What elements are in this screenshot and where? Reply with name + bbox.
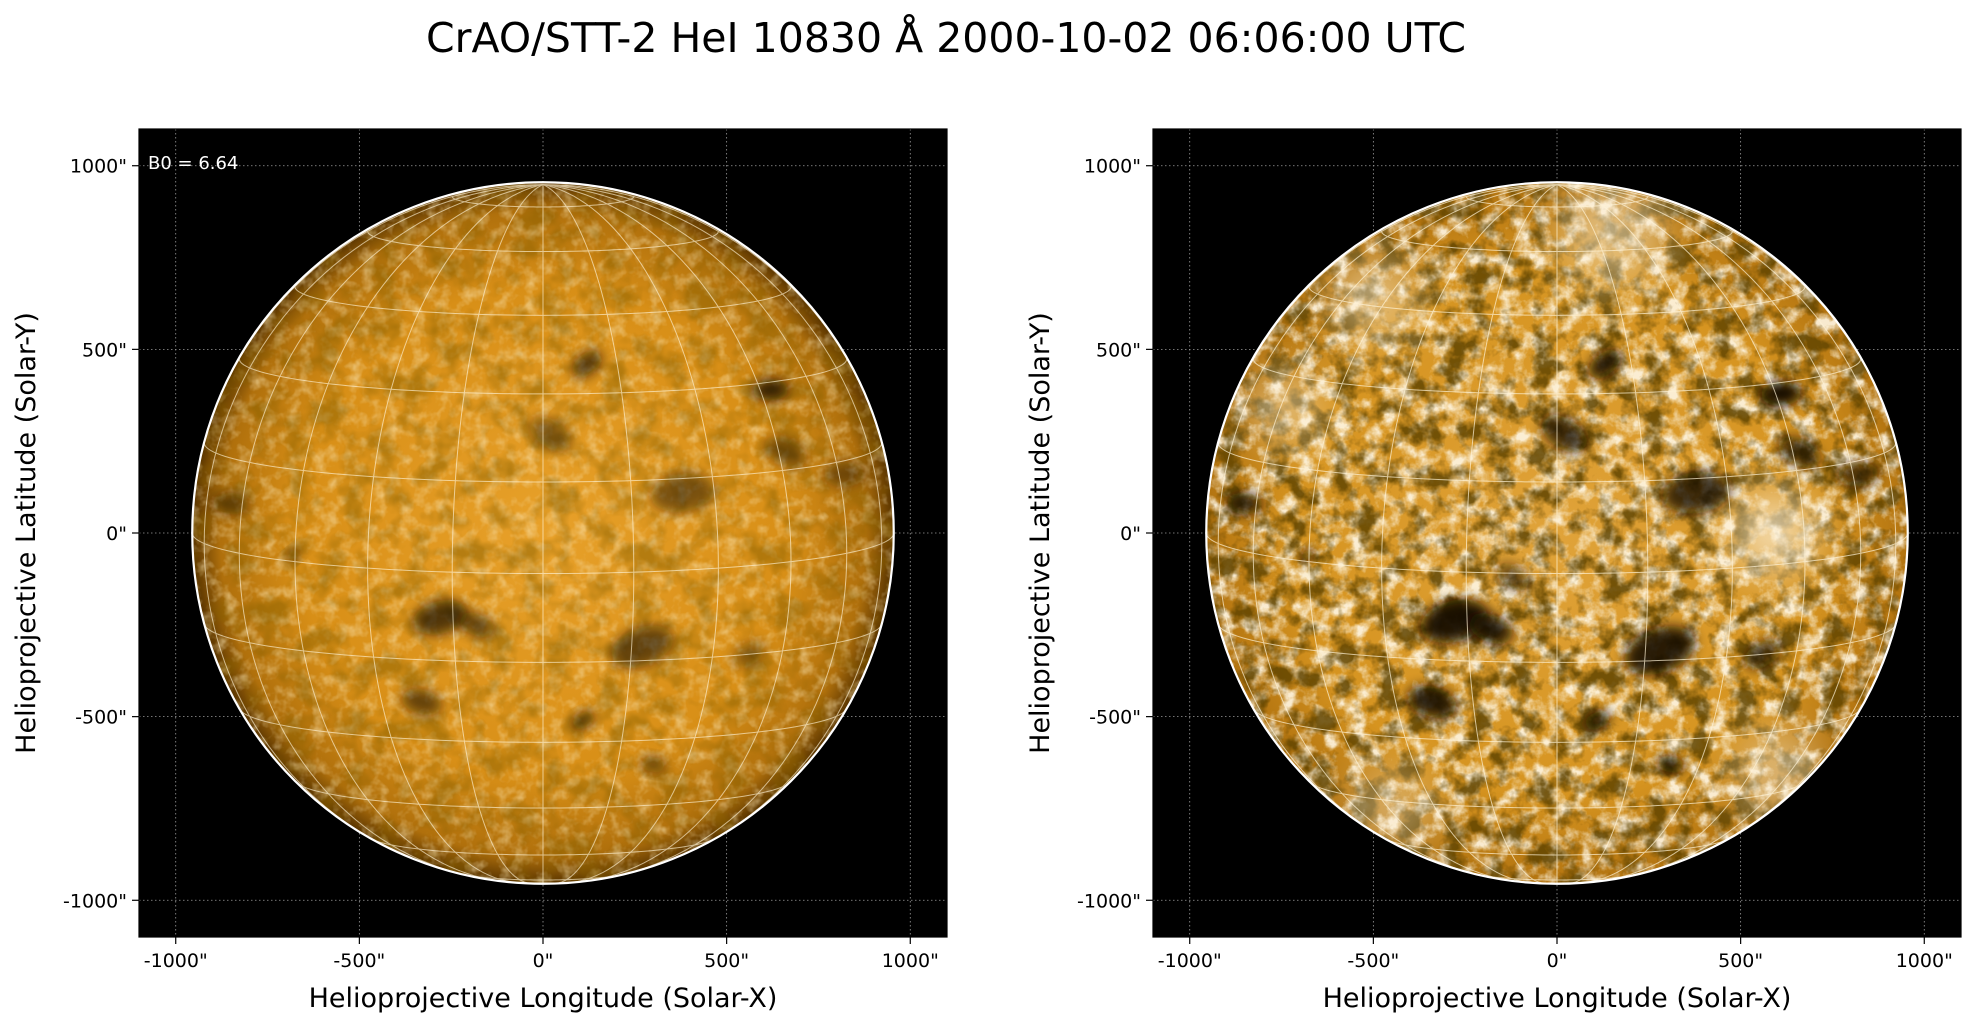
dark-feature xyxy=(1584,710,1611,730)
grid-line xyxy=(367,184,544,884)
dark-feature xyxy=(1837,461,1879,487)
left-panel: -1000" -500" 0" 500" 1000" -1000" -500" 0" 500" 1… xyxy=(11,128,948,1014)
b0-annotation: B0 = 6.64 xyxy=(148,153,238,174)
bright-region xyxy=(1560,182,1664,284)
grid-line xyxy=(1217,184,1558,852)
grid-line xyxy=(1556,184,1897,852)
bright-region xyxy=(1332,257,1414,339)
grid-line xyxy=(1556,184,1806,882)
dark-feature xyxy=(1662,471,1731,514)
grid-line xyxy=(542,184,883,852)
solar-limb xyxy=(191,181,895,885)
x-tick-label: 1000" xyxy=(882,950,939,972)
grid-line xyxy=(542,184,635,884)
heliographic-grid xyxy=(1205,184,1909,884)
dark-feature xyxy=(572,350,603,378)
axis-ticks: -1000" -500" 0" 500" 1000" -1000" -500" 0" 500" 1… xyxy=(1077,156,1953,972)
dark-feature xyxy=(571,711,596,730)
x-tick-label: 0" xyxy=(533,950,554,972)
dark-feature xyxy=(1299,547,1316,563)
x-tick-label: -500" xyxy=(333,950,385,972)
grid-line xyxy=(238,184,544,877)
grid-line xyxy=(294,184,544,882)
right-panel: -1000" -500" 0" 500" 1000" -1000" -500" 0" 500" 1… xyxy=(1025,128,1962,1014)
dark-feature xyxy=(212,492,250,515)
x-tick-label: 1000" xyxy=(1896,950,1953,972)
x-tick-label: 500" xyxy=(1718,950,1763,972)
y-axis-label: Helioprojective Latitude (Solar-Y) xyxy=(1025,312,1056,754)
x-tick-label: -500" xyxy=(1347,950,1399,972)
bright-region xyxy=(1733,492,1815,574)
y-tick-label: 1000" xyxy=(1084,156,1141,178)
dark-feature xyxy=(1657,755,1685,773)
dark-feature xyxy=(1624,626,1696,675)
grid-line xyxy=(542,184,848,877)
y-tick-label: 0" xyxy=(106,523,127,545)
y-tick-label: -1000" xyxy=(1077,890,1141,912)
y-tick-label: -1000" xyxy=(63,890,127,912)
dark-feature xyxy=(1420,599,1488,644)
dark-feature xyxy=(611,625,673,669)
grid-line xyxy=(1465,184,1558,884)
dark-feature xyxy=(1778,435,1821,469)
grid-line xyxy=(203,184,544,852)
dark-feature xyxy=(401,688,442,716)
dark-feature xyxy=(1407,685,1457,719)
dark-feature xyxy=(650,472,715,513)
x-tick-label: 0" xyxy=(1547,950,1568,972)
grid-line xyxy=(1556,184,1649,884)
y-axis-label: Helioprojective Latitude (Solar-Y) xyxy=(11,312,42,754)
grid-line xyxy=(451,184,544,884)
y-tick-label: 1000" xyxy=(70,156,127,178)
dark-feature xyxy=(764,435,807,469)
dark-feature xyxy=(1541,414,1587,453)
y-tick-label: 0" xyxy=(1120,523,1141,545)
dark-feature xyxy=(285,547,302,563)
grid-line xyxy=(542,184,719,884)
x-tick-label: 500" xyxy=(704,950,749,972)
y-tick-label: 500" xyxy=(82,339,127,361)
y-tick-label: -500" xyxy=(75,707,127,729)
grid-line xyxy=(542,184,792,882)
dark-feature xyxy=(1226,492,1264,515)
grid-line xyxy=(1308,184,1558,882)
bright-region xyxy=(1252,375,1319,442)
heliographic-grid xyxy=(191,184,895,884)
solar-limb xyxy=(1205,181,1909,885)
dark-feature xyxy=(1496,563,1530,591)
grid-line xyxy=(1556,184,1733,884)
dark-feature xyxy=(529,416,571,452)
x-tick-label: -1000" xyxy=(144,950,208,972)
dark-feature xyxy=(1588,349,1621,379)
y-tick-label: -500" xyxy=(1089,707,1141,729)
x-tick-label: -1000" xyxy=(1158,950,1222,972)
x-axis-label: Helioprojective Longitude (Solar-X) xyxy=(1323,983,1792,1014)
dark-feature xyxy=(752,378,790,401)
grid-line xyxy=(1252,184,1558,877)
figure-title: CrAO/STT-2 HeI 10830 Å 2000-10-02 06:06:… xyxy=(426,14,1466,62)
axis-ticks: -1000" -500" 0" 500" 1000" -1000" -500" 0" 500" 1… xyxy=(63,156,939,972)
dark-feature xyxy=(1760,381,1802,406)
dark-feature xyxy=(640,756,666,773)
dark-feature xyxy=(1468,613,1513,644)
x-axis-label: Helioprojective Longitude (Solar-X) xyxy=(309,983,778,1014)
y-tick-label: 500" xyxy=(1096,339,1141,361)
dark-feature xyxy=(823,461,865,487)
bright-region xyxy=(1351,768,1433,849)
grid-line xyxy=(1381,184,1558,884)
grid-line xyxy=(1556,184,1862,877)
dark-feature xyxy=(459,612,495,638)
